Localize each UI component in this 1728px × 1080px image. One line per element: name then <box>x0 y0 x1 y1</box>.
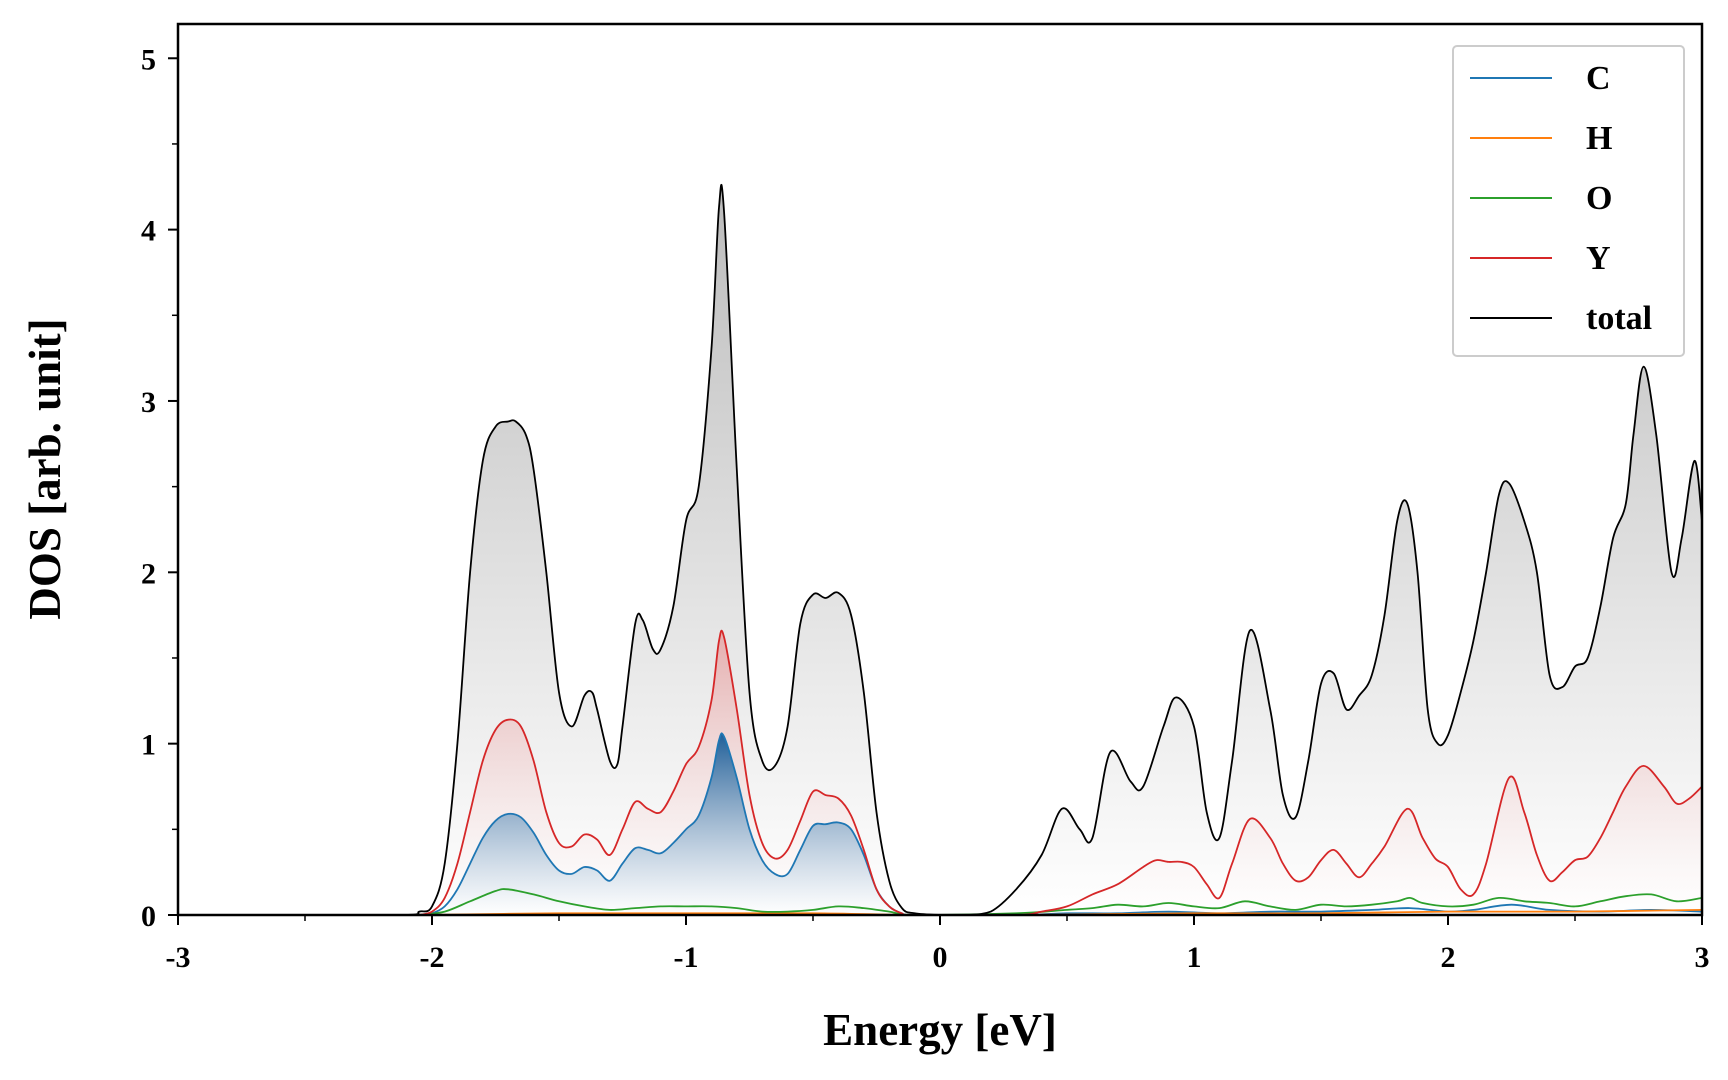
area-fill-c <box>419 733 1702 915</box>
x-tick-label: 2 <box>1441 941 1456 974</box>
series-line-y <box>419 629 1702 915</box>
y-axis-label: DOS [arb. unit] <box>20 318 70 619</box>
y-tick-label: 0 <box>141 900 156 933</box>
legend-label-c: C <box>1586 60 1611 97</box>
legend-label-total: total <box>1586 300 1652 337</box>
x-tick-label: 3 <box>1695 941 1710 974</box>
x-tick-label: 0 <box>933 941 948 974</box>
area-fills <box>178 184 1702 915</box>
y-tick-label: 3 <box>141 386 156 419</box>
y-tick-label: 5 <box>141 43 156 76</box>
y-tick-label: 1 <box>141 729 156 762</box>
area-fill-total <box>178 184 1702 915</box>
x-tick-label: -2 <box>420 941 445 974</box>
y-axis: 0 1 2 3 4 5 <box>141 43 178 933</box>
legend-box <box>1452 45 1685 357</box>
y-tick-label: 4 <box>141 215 156 248</box>
x-axis-label: Energy [eV] <box>823 1005 1057 1055</box>
x-tick-label: -1 <box>674 941 699 974</box>
x-axis: -3 -2 -1 0 1 2 3 <box>166 915 1710 974</box>
y-tick-label: 2 <box>141 557 156 590</box>
legend-label-o: O <box>1586 180 1612 217</box>
legend-label-y: Y <box>1586 240 1611 277</box>
legend-label-h: H <box>1586 120 1612 157</box>
x-tick-label: 1 <box>1187 941 1202 974</box>
series-line-o <box>419 888 1702 915</box>
series-line-c <box>419 732 1702 915</box>
x-tick-label: -3 <box>166 941 191 974</box>
